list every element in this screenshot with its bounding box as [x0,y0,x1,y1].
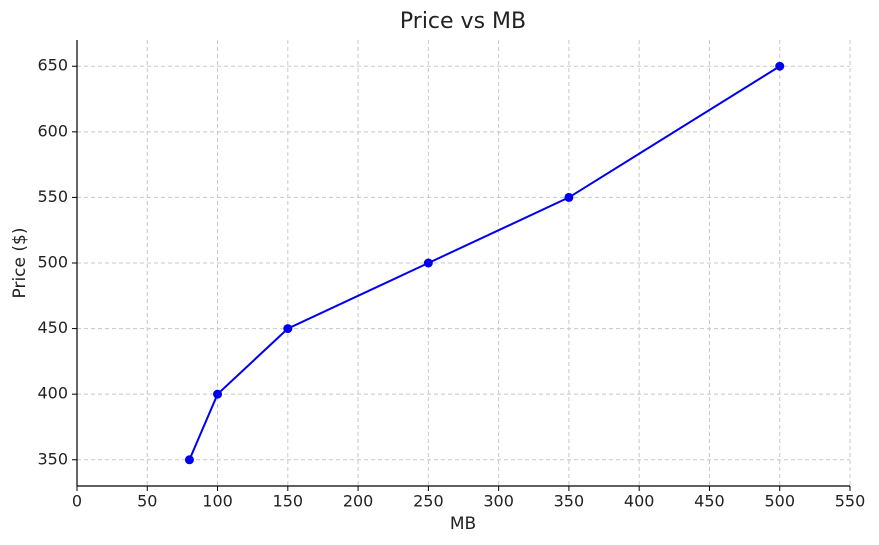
x-axis-label: MB [450,514,476,534]
chart-title: Price vs MB [400,9,526,34]
point [184,455,194,465]
line-series [188,65,781,461]
y-tick-label: 600 [37,121,68,140]
x-tick-label: 450 [694,492,725,511]
y-tick-label: 350 [37,449,68,468]
x-tick-label: 550 [835,492,866,511]
x-tick-label: 250 [413,492,444,511]
y-axis-label: Price ($) [10,228,30,299]
y-tick-label: 650 [37,56,68,75]
x-tick-label: 300 [483,492,514,511]
x-tick-label: 100 [202,492,233,511]
x-tick-label: 50 [137,492,157,511]
x-tick-label: 150 [273,492,304,511]
y-tick-label: 450 [37,318,68,337]
point [283,324,293,334]
x-tick-label: 400 [624,492,655,511]
point [564,192,574,202]
point [775,61,785,71]
x-tick-label: 500 [764,492,795,511]
y-tick-label: 400 [37,384,68,403]
point [423,258,433,268]
y-tick-label: 500 [37,253,68,272]
point [213,389,223,399]
x-tick-label: 200 [343,492,374,511]
y-tick-label: 550 [37,187,68,206]
x-tick-label: 0 [72,492,82,511]
x-tick-label: 350 [554,492,585,511]
